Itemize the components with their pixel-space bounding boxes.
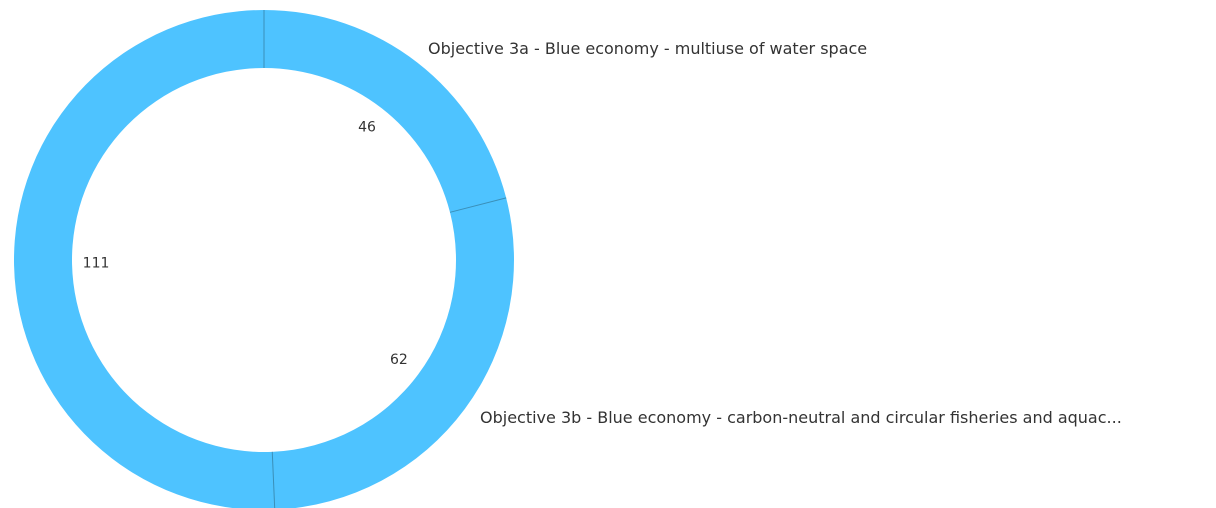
slice-separator-3: [271, 451, 276, 508]
donut-slice-1[interactable]: [264, 10, 507, 213]
slice-value-label-2: 62: [390, 352, 408, 368]
slice-category-labels-layer: Objective 3a - Blue economy - multiuse o…: [428, 39, 1122, 427]
slice-category-label-1: Objective 3a - Blue economy - multiuse o…: [428, 39, 867, 58]
donut-slice-3[interactable]: [14, 10, 275, 508]
slices-layer: [14, 10, 514, 508]
slice-category-label-2: Objective 3b - Blue economy - carbon-neu…: [480, 408, 1122, 427]
donut-slice-2[interactable]: [272, 197, 514, 508]
slice-value-label-3: 111: [83, 256, 110, 272]
slice-value-label-1: 46: [358, 119, 376, 135]
separators-layer: [263, 10, 507, 508]
slice-separator-2: [449, 197, 507, 213]
value-labels-layer: 46 62 111: [83, 119, 408, 368]
